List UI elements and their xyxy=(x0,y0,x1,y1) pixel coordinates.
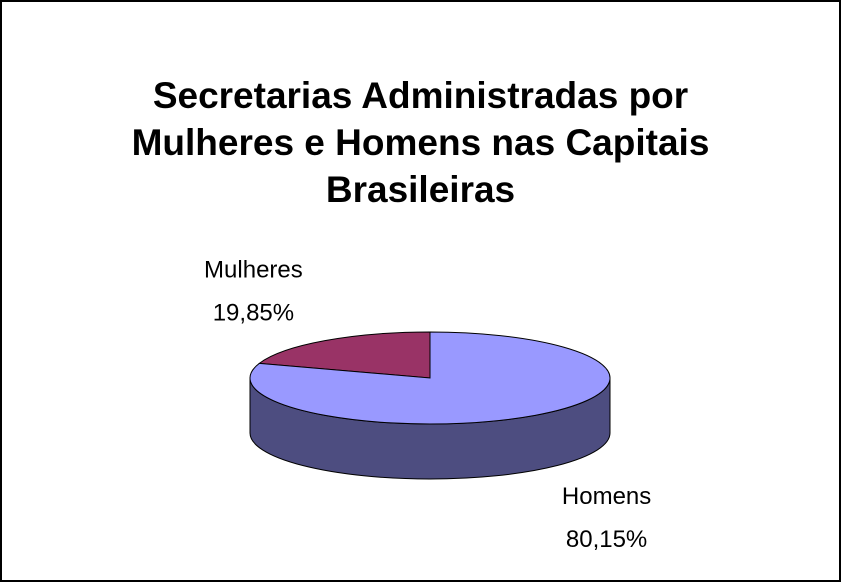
pie-slice xyxy=(258,331,431,379)
slice-value-label: 19,85% xyxy=(213,299,294,326)
chart-title: Secretarias Administradas por Mulheres e… xyxy=(131,75,710,210)
slice-label: Homens xyxy=(562,483,651,510)
pie-slice xyxy=(249,331,611,425)
slice-value-label: 80,15% xyxy=(566,526,647,553)
slice-label: Mulheres xyxy=(204,256,303,283)
